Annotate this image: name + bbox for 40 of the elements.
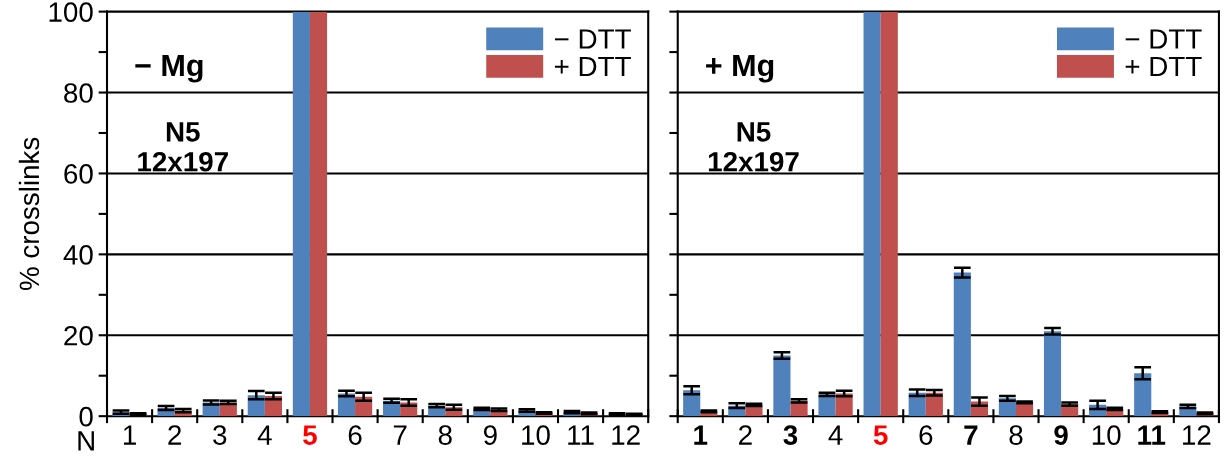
x-tick-label: 7 <box>964 425 978 445</box>
annotation: N5 12x197 <box>708 122 799 172</box>
legend-label: + DTT <box>554 56 631 76</box>
x-tick-label: 12 <box>1183 425 1211 445</box>
x-tick-label: 9 <box>483 425 497 445</box>
x-tick-label: 1 <box>694 425 708 445</box>
annotation: − Mg <box>135 55 203 83</box>
y-tick-label: 60 <box>64 164 93 184</box>
x-tick-label: 9 <box>1054 425 1068 445</box>
y-tick-label: 80 <box>64 83 93 103</box>
x-tick-label: 3 <box>213 425 227 445</box>
x-tick-label: 8 <box>1009 425 1023 445</box>
x-tick-label: 12 <box>612 425 640 445</box>
x-tick-label: 11 <box>1138 425 1166 445</box>
x-tick-label: 1 <box>123 425 136 445</box>
legend-label: − DTT <box>1125 29 1202 49</box>
x-tick-label: 3 <box>783 425 798 445</box>
annotation: + Mg <box>706 55 774 83</box>
x-tick-label: 6 <box>348 425 362 445</box>
x-tick-label: 8 <box>438 425 452 445</box>
x-tick-label: 2 <box>739 425 752 445</box>
y-tick-label: 100 <box>49 2 93 22</box>
annotation: N5 12x197 <box>138 122 228 172</box>
x-tick-label: 4 <box>257 425 272 445</box>
y-tick-label: 0 <box>79 406 93 427</box>
x-tick-label: 6 <box>919 425 933 445</box>
y-tick-label: 40 <box>63 245 93 265</box>
x-tick-label: 5 <box>303 425 317 445</box>
x-tick-label: 4 <box>828 425 843 445</box>
x-axis-title: N <box>78 431 94 451</box>
x-tick-label: 7 <box>393 425 407 445</box>
legend-label: − DTT <box>554 29 631 49</box>
legend-label: + DTT <box>1125 56 1202 76</box>
y-tick-label: 20 <box>64 325 93 346</box>
x-tick-label: 10 <box>522 425 550 445</box>
x-tick-label: 2 <box>168 425 181 445</box>
y-axis-title: % crosslinks <box>18 137 40 291</box>
x-tick-label: 5 <box>873 425 888 445</box>
x-tick-label: 10 <box>1092 425 1121 445</box>
x-tick-label: 11 <box>568 425 594 445</box>
